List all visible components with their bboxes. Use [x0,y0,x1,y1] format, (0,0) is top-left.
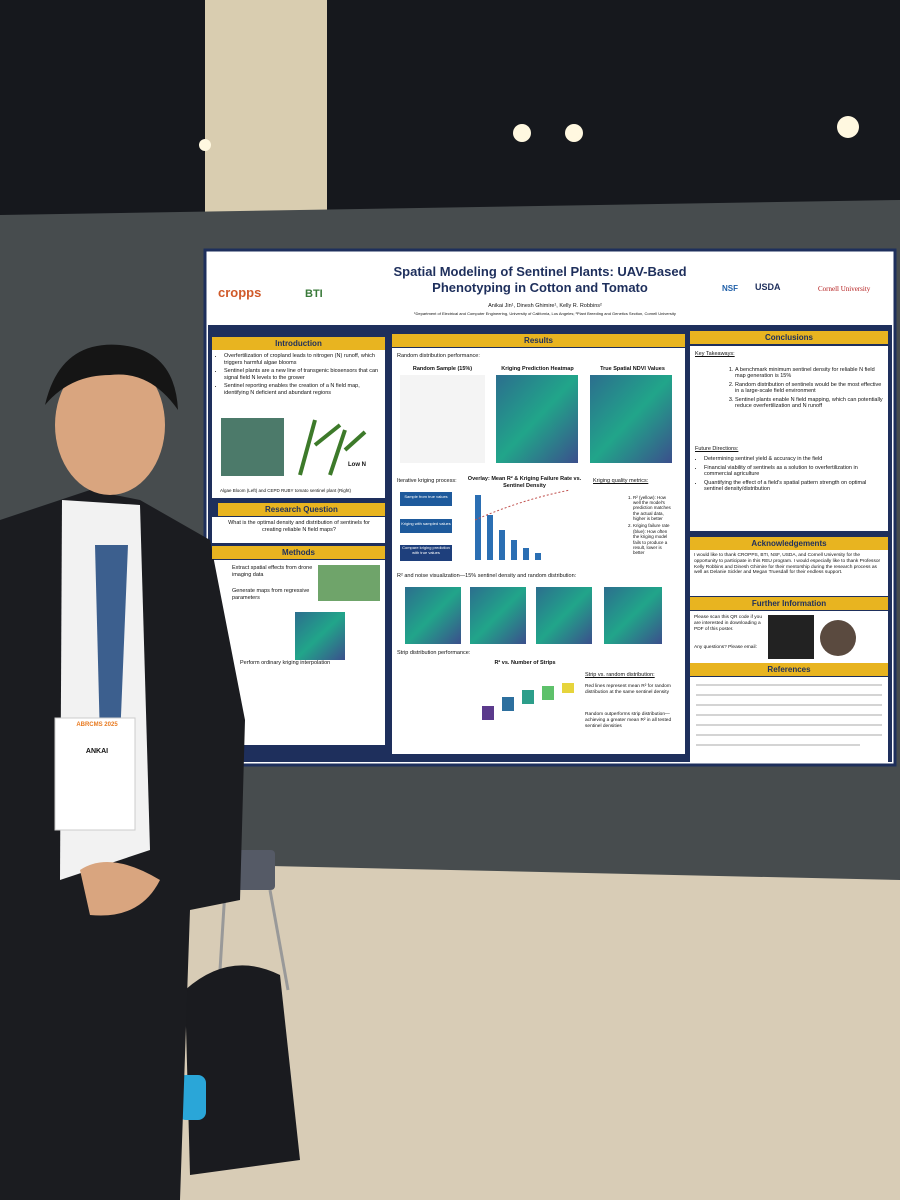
acknowledgements-text: I would like to thank CROPPS, BTI, NSF, … [694,553,881,576]
list-item: Sentinel plants enable N field mapping, … [735,397,883,410]
list: Overfertilization of cropland leads to n… [215,353,383,397]
flow-step [400,519,452,533]
method-step: Perform ordinary kriging interpolation [240,660,331,666]
list: R² (yellow): How well the model's predic… [593,495,673,556]
list-item: Kriging failure rate (blue): How often t… [633,523,673,555]
panel [690,346,888,531]
logo: BTI [305,288,323,300]
badge-event: ABRCMS 2025 [76,722,118,728]
panel [690,677,888,762]
backpack [185,965,300,1175]
subheading: Iterative kriging process: [397,478,457,484]
logo: NSF [722,284,738,293]
section-heading: Introduction [212,337,385,350]
logo: Cornell University [818,285,871,293]
subheading: Strip vs. random distribution: [585,672,655,678]
algae-photo [221,418,284,476]
section-heading: Further Information [690,597,888,610]
logo: cropps [218,285,262,300]
logo: USDA [755,282,781,292]
box-plots [482,683,574,720]
light [513,124,531,142]
qr-text: Please scan this QR code if you are inte… [694,615,762,632]
list-item: Sentinel reporting enables the creation … [224,383,383,396]
method-step: Generate maps from regressive parameters [232,588,310,601]
heatmap [536,587,592,644]
subheading: Strip distribution performance: [397,650,471,656]
subheading: Kriging quality metrics: [593,478,649,484]
heatmap [496,375,578,463]
histogram [475,495,541,560]
heatmap [470,587,526,644]
flow-step-label: Sample from true values [404,494,448,499]
note: Random outperforms strip distribution—ac… [585,712,672,729]
person [0,344,245,1200]
qr-code [768,615,814,659]
list-item: Overfertilization of cropland leads to n… [224,353,383,366]
author-photo [820,620,856,656]
panel [212,517,385,543]
sample-map [400,375,485,463]
subheading: Key Takeaways: [695,351,735,357]
heatmap [405,587,461,644]
section-heading: References [690,663,888,676]
list-item: Random distribution of sentinels would b… [735,382,883,395]
list-item: Sentinel plants are a new line of transg… [224,368,383,381]
affiliations: ¹Department of Electrical and Computer E… [414,311,676,316]
chart-title: Overlay: Mean R² & Kriging Failure Rate … [467,476,582,489]
list-item: Quantifying the effect of a field's spat… [704,480,883,493]
list: A benchmark minimum sentinel density for… [695,367,883,411]
panel [690,550,888,596]
light [199,139,211,151]
section-heading: Results [392,334,685,347]
drone-photo [318,565,380,601]
numbered-list: R² (yellow): How well the model's predic… [593,490,673,560]
list-item: Financial viability of sentinels as a so… [704,465,883,478]
method-step: Extract spatial effects from drone imagi… [232,565,313,578]
heatmap [590,375,672,463]
panel-title: Random Sample (15%) [412,366,473,372]
caption: Algae Bloom (Left) and CEPD RUBY tomato … [220,488,351,493]
reference-text [696,684,882,746]
list-item: Determining sentinel yield & accuracy in… [704,456,883,463]
chart-title: R² vs. Number of Strips [494,660,556,666]
contact-text: Any questions? Please email: [694,645,757,650]
flow-step [400,492,452,506]
note: Red lines represent mean R² for random d… [585,684,671,695]
flow-step-label: Kriging with sampled values [401,521,451,526]
flow-step-label: Compare kriging prediction with true val… [402,545,450,555]
image-label: Low N [348,462,366,468]
trend-line [474,489,571,521]
numbered-list: A benchmark minimum sentinel density for… [695,361,883,416]
panel-title: True Spatial NDVI Values [600,366,665,372]
bullet-list: Determining sentinel yield & accuracy in… [695,456,883,495]
list: Determining sentinel yield & accuracy in… [695,456,883,493]
subheading: Future Directions: [695,446,739,452]
poster-title: Spatial Modeling of Sentinel Plants: UAV… [393,264,687,295]
section-heading: Methods [212,546,385,559]
flow-step [400,545,452,561]
water-bottle [178,1075,206,1120]
list-item: A benchmark minimum sentinel density for… [735,367,883,380]
light [565,124,583,142]
column [205,0,327,215]
heatmap [604,587,662,644]
research-question: What is the optimal density and distribu… [228,520,370,533]
badge-name: ANKAI [85,748,109,755]
bullet-list: Overfertilization of cropland leads to n… [215,353,383,399]
heatmap [295,612,345,660]
subheading: Random distribution performance: [397,353,480,359]
section-heading: Acknowledgements [690,537,888,550]
ceiling [0,0,900,230]
panel-title: Kriging Prediction Heatmap [501,366,574,372]
subheading: R² and noise visualization—15% sentinel … [397,573,577,579]
section-heading: Research Question [218,503,385,516]
plant-photo [298,419,367,476]
authors: Anikai Jin¹, Dinesh Ghimire¹, Kelly R. R… [488,303,602,309]
light [837,116,859,138]
section-heading: Conclusions [690,331,888,344]
list-item: R² (yellow): How well the model's predic… [633,495,673,522]
